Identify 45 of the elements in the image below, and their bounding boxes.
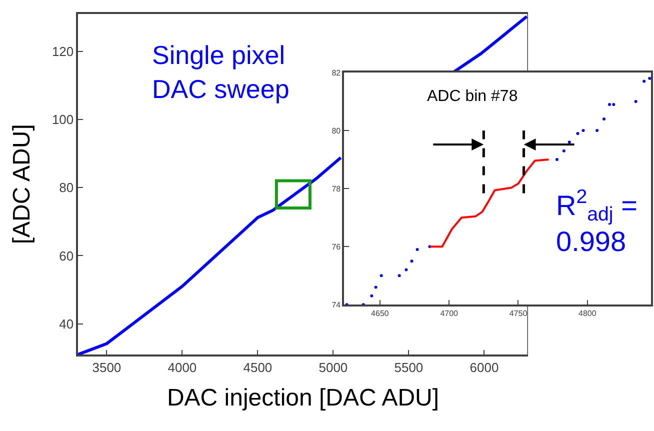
annotation: R$^{2}$$_{adj}$ = 0.998 bbox=[556, 186, 638, 258]
y-tick-label: 120 bbox=[52, 44, 74, 59]
y-tick-label: 40 bbox=[59, 316, 74, 332]
y-tick-label: 74 bbox=[332, 300, 342, 310]
point bbox=[602, 117, 606, 120]
y-tick-label: 78 bbox=[332, 184, 342, 194]
point bbox=[404, 268, 408, 272]
point bbox=[642, 80, 646, 83]
point bbox=[398, 274, 401, 278]
y-tick-label: 82 bbox=[332, 68, 342, 78]
line-series bbox=[428, 158, 550, 248]
point bbox=[555, 158, 558, 162]
x-tick-label: 4500 bbox=[243, 360, 272, 375]
point bbox=[416, 248, 419, 251]
point bbox=[370, 294, 374, 298]
x-tick-label: 4800 bbox=[578, 308, 597, 318]
point bbox=[410, 260, 414, 263]
point bbox=[596, 129, 599, 132]
x-tick-label: 6000 bbox=[470, 360, 499, 375]
point bbox=[608, 102, 612, 106]
x-tick-label: 4650 bbox=[371, 308, 390, 318]
x-tick-label: 4000 bbox=[168, 360, 197, 375]
point bbox=[634, 100, 638, 104]
point bbox=[374, 286, 378, 289]
y-tick-label: 60 bbox=[59, 248, 74, 264]
x-tick-label: 4750 bbox=[509, 308, 528, 318]
point bbox=[576, 132, 580, 135]
point bbox=[568, 140, 571, 144]
point bbox=[612, 102, 616, 106]
x-tick-label: 5500 bbox=[394, 360, 424, 375]
x-tick-label: 5000 bbox=[318, 360, 348, 375]
y-axis-title: [ADC ADU] bbox=[8, 124, 36, 244]
y-tick-label: 80 bbox=[332, 126, 342, 136]
point bbox=[562, 149, 566, 152]
y-tick-label: 100 bbox=[52, 112, 74, 127]
point bbox=[648, 76, 651, 80]
y-tick-label: 80 bbox=[59, 180, 74, 196]
point bbox=[582, 129, 585, 132]
y-tick-label: 76 bbox=[332, 242, 342, 252]
point bbox=[380, 274, 383, 278]
x-tick-label: 4700 bbox=[440, 308, 459, 318]
x-tick-label: 3500 bbox=[92, 360, 122, 375]
x-axis-title: DAC injection [DAC ADU] bbox=[166, 384, 440, 412]
annotation: ADC bin #78 bbox=[427, 88, 518, 105]
annotation: Single pixel DAC sweep bbox=[152, 40, 290, 104]
